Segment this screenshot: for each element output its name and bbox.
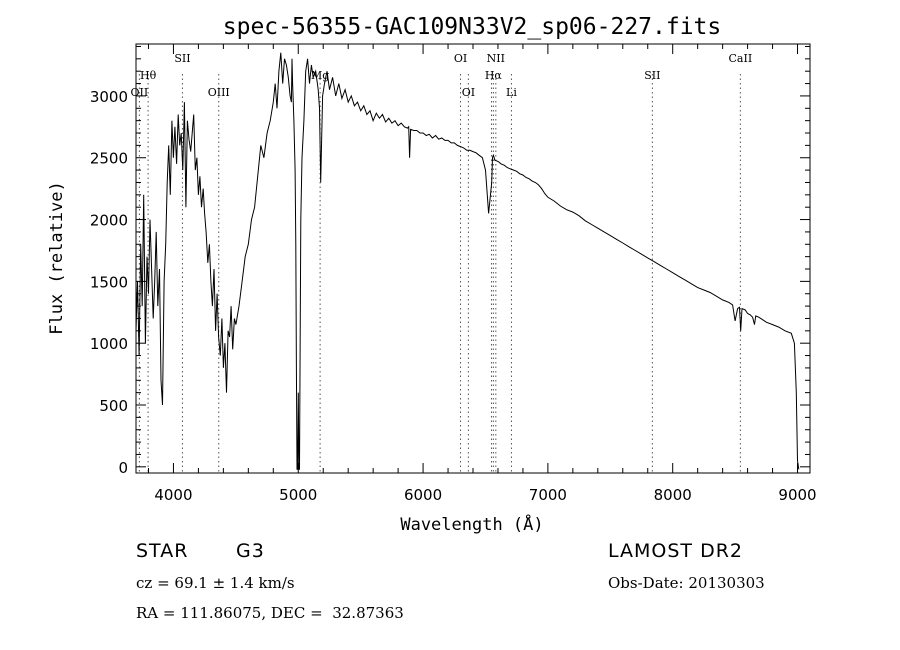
line-label: OI xyxy=(462,86,475,99)
y-tick-label: 2500 xyxy=(90,150,128,168)
x-tick-label: 4000 xyxy=(154,486,192,504)
obs-date: Obs-Date: 20130303 xyxy=(608,574,765,592)
x-tick-label: 5000 xyxy=(279,486,317,504)
x-tick-label: 6000 xyxy=(404,486,442,504)
spectrum-line xyxy=(135,52,800,470)
plot-frame xyxy=(135,43,811,474)
line-label: SII xyxy=(644,69,660,82)
line-label: OIII xyxy=(208,86,230,99)
line-markers xyxy=(138,74,741,473)
line-label: Li xyxy=(506,86,517,99)
x-tick-label: 8000 xyxy=(654,486,692,504)
object-class: STAR xyxy=(136,540,189,562)
line-label: NII xyxy=(487,52,505,65)
y-axis-label: Flux (relative) xyxy=(47,181,67,335)
line-label: OI xyxy=(454,52,467,65)
survey-name: LAMOST DR2 xyxy=(608,540,743,562)
line-label: OII xyxy=(131,86,149,99)
x-tick-label: 9000 xyxy=(778,486,816,504)
redshift-info: cz = 69.1 ± 1.4 km/s xyxy=(136,574,295,592)
line-label: CaII xyxy=(729,52,753,65)
y-tick-label: 3000 xyxy=(90,88,128,106)
coordinates: RA = 111.86075, DEC = 32.87363 xyxy=(136,604,404,622)
y-tick-label: 1000 xyxy=(90,335,128,353)
x-axis-label: Wavelength (Å) xyxy=(400,513,543,535)
chart-title: spec-56355-GAC109N33V2_sp06-227.fits xyxy=(223,14,722,40)
x-tick-label: 7000 xyxy=(529,486,567,504)
x-axis: 4000 5000 6000 7000 8000 9000 xyxy=(147,44,817,504)
y-axis: 0 500 1000 1500 2000 2500 3000 xyxy=(90,45,810,477)
y-tick-label: 2000 xyxy=(90,212,128,230)
object-subclass: G3 xyxy=(236,540,265,562)
line-label: Hα xyxy=(485,69,503,82)
line-label: Hθ xyxy=(140,69,157,82)
y-tick-label: 1500 xyxy=(90,273,128,291)
y-tick-label: 0 xyxy=(118,459,128,477)
line-label: SII xyxy=(174,52,190,65)
y-tick-label: 500 xyxy=(99,397,128,415)
